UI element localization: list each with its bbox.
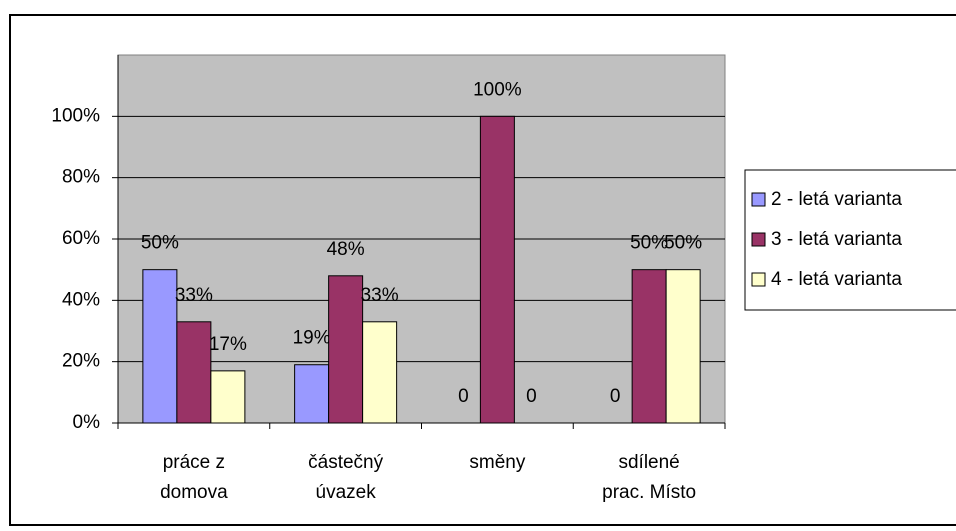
y-tick-label: 0% [73, 412, 101, 433]
value-label: 50% [630, 233, 668, 254]
legend-label: 4 - letá varianta [771, 269, 902, 290]
legend-box [744, 169, 956, 311]
x-tick-label: domova [160, 482, 228, 503]
value-label: 50% [664, 233, 702, 254]
value-label: 19% [293, 328, 331, 349]
value-label: 100% [473, 79, 522, 100]
bar [294, 364, 330, 424]
legend-label: 2 - letá varianta [771, 189, 902, 210]
x-tick-label: práce z [163, 452, 225, 473]
value-label: 0 [526, 386, 537, 407]
x-tick-label: sdílené [618, 452, 679, 473]
value-label: 48% [327, 239, 365, 260]
bar [210, 370, 246, 424]
value-label: 0 [458, 386, 469, 407]
bar [142, 269, 178, 424]
legend-swatch [751, 192, 766, 207]
x-tick-label: úvazek [316, 482, 377, 503]
value-label: 33% [361, 285, 399, 306]
legend-swatch [751, 232, 766, 247]
x-tick-label: částečný [308, 452, 383, 473]
bar [479, 115, 515, 424]
legend-label: 3 - letá varianta [771, 229, 902, 250]
x-tick-label: prac. Místo [602, 482, 696, 503]
bar [328, 275, 364, 424]
bar [631, 269, 667, 424]
bar [362, 321, 398, 424]
y-tick-label: 80% [62, 167, 100, 188]
bar [176, 321, 212, 424]
y-tick-label: 20% [62, 351, 100, 372]
bar [665, 269, 701, 424]
value-label: 33% [175, 285, 213, 306]
value-label: 50% [141, 233, 179, 254]
y-tick-label: 40% [62, 289, 100, 310]
value-label: 17% [209, 334, 247, 355]
legend-swatch [751, 272, 766, 287]
y-tick-label: 60% [62, 228, 100, 249]
value-label: 0 [610, 386, 621, 407]
y-tick-label: 100% [51, 105, 100, 126]
x-tick-label: směny [469, 452, 525, 473]
